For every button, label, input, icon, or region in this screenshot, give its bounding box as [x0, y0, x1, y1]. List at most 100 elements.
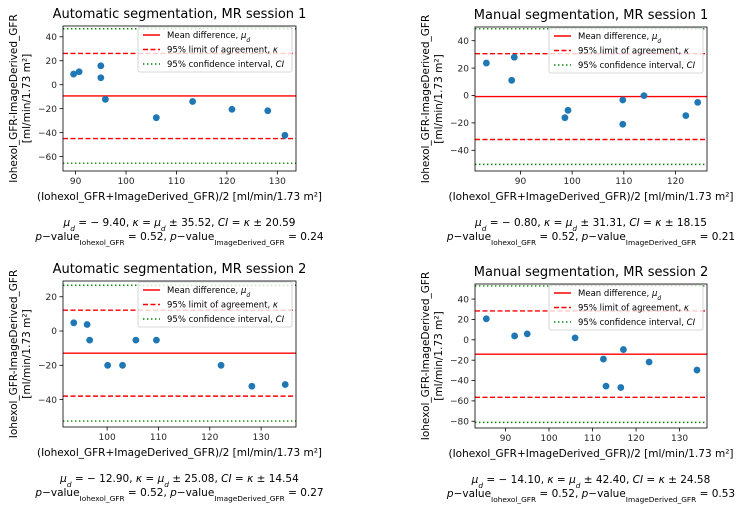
- legend-box: [137, 26, 293, 73]
- y-tick-label: −20: [38, 362, 57, 372]
- y-tick-label: −40: [450, 377, 469, 387]
- text-span: κ: [244, 217, 251, 229]
- text-span: CI: [629, 217, 639, 229]
- data-point: [511, 332, 519, 340]
- text-span: 95% limit of agreement,: [167, 301, 273, 311]
- x-tick-label: 100: [117, 177, 134, 187]
- data-point: [682, 112, 690, 120]
- mean-difference-value: = − 12.90,: [72, 473, 136, 485]
- text-span: p: [446, 488, 454, 500]
- ci-value: ± 20.59: [250, 217, 296, 229]
- text-span: −value: [177, 231, 214, 243]
- data-point: [101, 95, 109, 103]
- data-point: [104, 361, 112, 369]
- text-span: Iohexol_GFR: [491, 238, 536, 247]
- kappa-value: ± 25.08,: [169, 473, 221, 485]
- text-span: ImageDerived_GFR: [626, 495, 696, 504]
- text-span: p: [34, 487, 42, 499]
- y-tick-label: −20: [450, 119, 469, 129]
- y-tick-label: −60: [450, 397, 469, 407]
- text-span: Mean difference,: [578, 289, 652, 299]
- data-point: [152, 114, 160, 122]
- text-span: d: [657, 38, 661, 45]
- data-point: [645, 358, 653, 366]
- text-span: μ: [568, 474, 576, 486]
- legend: Mean difference, μd 95% limit of agreemen…: [548, 27, 704, 74]
- mean-difference-value: = − 14.10,: [483, 474, 547, 486]
- data-point: [619, 96, 627, 104]
- text-span: κ: [136, 473, 143, 485]
- y-tick-label: 40: [458, 295, 470, 305]
- chart-title: Manual segmentation, MR session 1: [474, 8, 708, 23]
- p-value-imagederived: = 0.21: [696, 231, 735, 243]
- text-span: CI: [276, 315, 285, 325]
- text-span: μ: [240, 31, 247, 41]
- data-point: [600, 355, 607, 363]
- y-tick-label: 0: [51, 81, 57, 91]
- y-tick-label: 0: [463, 92, 469, 102]
- text-span: =: [550, 217, 565, 229]
- text-span: −value: [177, 487, 214, 499]
- text-span: κ: [273, 301, 278, 311]
- chart-panel-1: Automatic segmentation, MR session 1 90 10…: [8, 7, 324, 247]
- text-span: μ: [471, 474, 479, 486]
- data-point: [482, 315, 490, 323]
- text-span: d: [70, 224, 75, 233]
- p-value-imagederived: = 0.53: [696, 488, 735, 500]
- ci-value: ± 18.15: [661, 217, 707, 229]
- text-span: d: [161, 224, 166, 233]
- axes-frame: [474, 283, 708, 429]
- data-point: [617, 384, 625, 391]
- text-span: p: [169, 231, 177, 243]
- data-point: [153, 336, 160, 344]
- legend-item-confidence-interval: 95% confidence interval, CI: [554, 61, 696, 71]
- data-point: [248, 382, 256, 390]
- y-axis-label-units: [ml/min/1.73 m²]: [433, 311, 445, 400]
- text-span: μ: [565, 217, 573, 229]
- x-tick-label: 90: [500, 434, 512, 444]
- text-span: d: [246, 37, 250, 44]
- axes-frame: [62, 280, 297, 428]
- x-tick-label: 120: [667, 177, 684, 187]
- y-tick-label: −40: [38, 129, 57, 139]
- text-span: =: [228, 217, 243, 229]
- stats-line-pvalues: p−valueIohexol_GFR = 0.52, p−valueImageD…: [34, 487, 323, 503]
- p-value-iohexol: = 0.52,: [125, 487, 171, 499]
- text-span: κ: [133, 217, 140, 229]
- p-value-imagederived: = 0.27: [285, 487, 324, 499]
- stats-line-agreement: μd = − 14.10, κ = μd ± 42.40, CI = κ ± 2…: [471, 474, 711, 490]
- text-span: p: [34, 231, 42, 243]
- text-span: μ: [651, 289, 658, 299]
- x-tick-label: 110: [584, 434, 601, 444]
- stats-line-agreement: μd = − 0.80, κ = μd ± 31.31, CI = κ ± 18…: [474, 217, 707, 233]
- data-point: [83, 321, 91, 328]
- text-span: 95% limit of agreement,: [578, 47, 684, 57]
- text-span: κ: [273, 46, 278, 56]
- data-point: [693, 366, 701, 374]
- data-point: [97, 62, 105, 70]
- x-tick-label: 110: [150, 433, 167, 443]
- text-span: CI: [218, 217, 228, 229]
- data-point: [619, 120, 627, 128]
- p-value-imagederived: = 0.24: [285, 231, 324, 243]
- y-tick-label: −80: [450, 417, 469, 427]
- data-point: [70, 70, 77, 78]
- text-span: κ: [684, 47, 689, 57]
- legend-item-limit-of-agreement: 95% limit of agreement, κ: [143, 301, 278, 311]
- legend-item-mean-difference: Mean difference, μd: [143, 286, 250, 299]
- data-point: [694, 98, 702, 106]
- text-span: Iohexol_GFR: [80, 494, 125, 503]
- data-point: [508, 76, 516, 84]
- text-span: μ: [474, 217, 482, 229]
- data-point: [561, 114, 569, 122]
- y-tick-label: 20: [46, 293, 58, 303]
- y-axis-label: Iohexol_GFR-ImageDerived_GFR: [8, 270, 20, 439]
- y-axis-label: Iohexol_GFR-ImageDerived_GFR: [8, 14, 20, 183]
- text-span: d: [576, 481, 581, 490]
- mean-difference-value: = − 9.40,: [75, 217, 133, 229]
- text-span: κ: [684, 304, 689, 314]
- p-value-iohexol: = 0.52,: [125, 231, 171, 243]
- data-point: [189, 98, 197, 105]
- x-tick-label: 130: [671, 434, 688, 444]
